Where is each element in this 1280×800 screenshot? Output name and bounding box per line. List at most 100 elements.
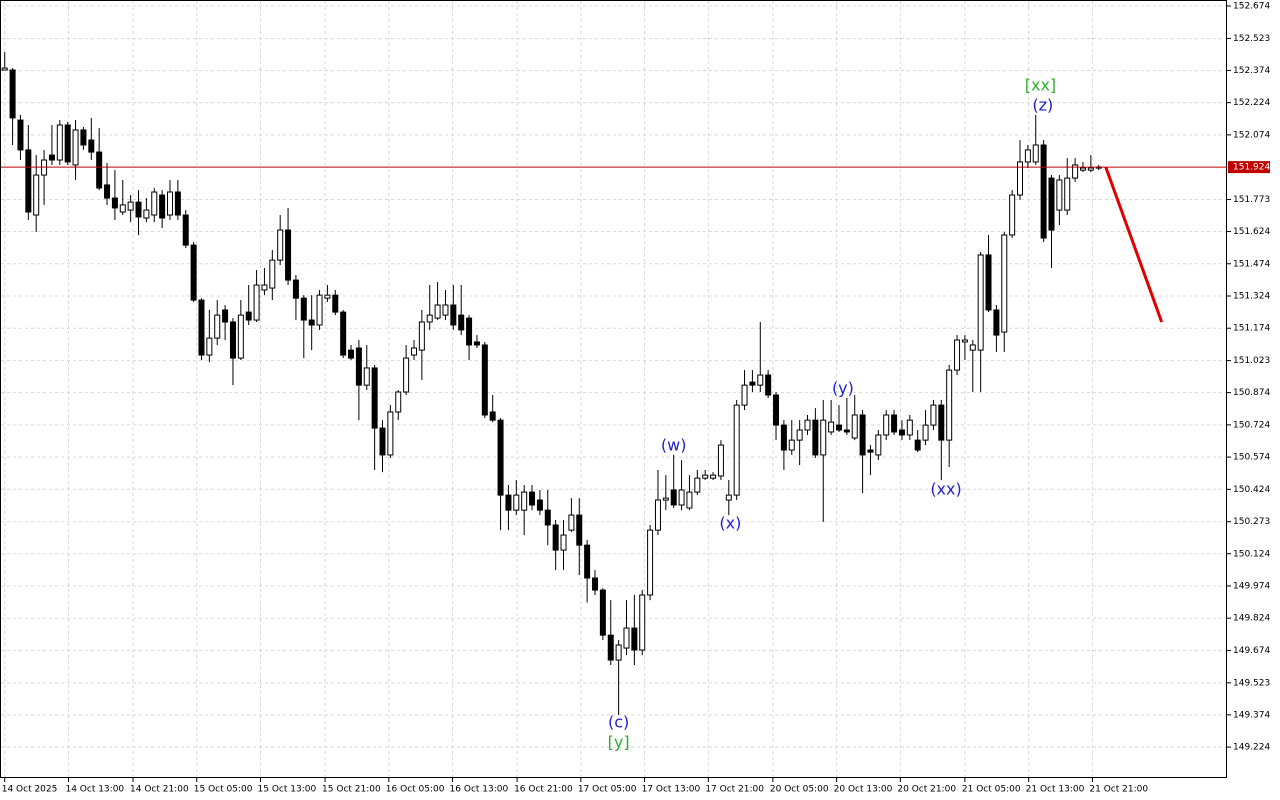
x-tick-label: 21 Oct 05:00	[962, 785, 1021, 795]
candle-body	[324, 294, 331, 299]
candle-body	[269, 259, 276, 289]
candle-body	[285, 229, 292, 281]
candle-body	[938, 404, 945, 441]
candle-body	[96, 151, 103, 189]
y-tick-label: 151.174	[1233, 324, 1270, 334]
candle-body	[804, 419, 811, 431]
candle-body	[237, 314, 244, 359]
candle-body	[639, 594, 646, 651]
x-tick-label: 17 Oct 13:00	[642, 785, 701, 795]
x-tick-label: 14 Oct 21:00	[130, 785, 189, 795]
candle-body	[875, 434, 882, 456]
x-tick-label: 16 Oct 05:00	[386, 785, 445, 795]
candle-body	[119, 204, 126, 213]
candle-body	[529, 491, 536, 506]
candle-body	[80, 129, 87, 146]
candle-body	[33, 174, 40, 216]
candle-body	[182, 214, 189, 246]
y-tick-label: 151.474	[1233, 259, 1270, 269]
candle-body	[127, 201, 134, 211]
candle-body	[497, 419, 504, 496]
candle-body	[111, 197, 118, 209]
x-tick-label: 17 Oct 05:00	[578, 785, 637, 795]
x-tick-label: 20 Oct 21:00	[897, 785, 956, 795]
candle-body	[867, 449, 874, 453]
y-tick-label: 152.374	[1233, 66, 1270, 76]
wave-label: [y]	[608, 732, 630, 751]
candle-body	[56, 124, 63, 161]
candle-body	[1079, 167, 1086, 171]
y-tick-label: 152.224	[1233, 98, 1270, 108]
candle-body	[710, 474, 717, 479]
candle-body	[253, 284, 260, 321]
candle-body	[104, 184, 111, 199]
candle-body	[961, 339, 968, 343]
x-tick-label: 16 Oct 21:00	[514, 785, 573, 795]
candle-body	[812, 419, 819, 456]
wave-label: (w)	[661, 436, 687, 455]
candle-body	[17, 119, 24, 151]
y-tick-label: 150.874	[1233, 388, 1270, 398]
candle-body	[159, 194, 166, 219]
candle-body	[946, 369, 953, 441]
candle-body	[340, 311, 347, 356]
candle-body	[757, 374, 764, 386]
candle-body	[954, 339, 961, 371]
candle-body	[568, 514, 575, 531]
y-tick-label: 152.523	[1233, 34, 1270, 44]
candle-body	[214, 314, 221, 339]
candle-body	[883, 414, 890, 436]
candle-body	[1072, 164, 1079, 179]
candle-body	[906, 419, 913, 436]
candle-body	[371, 367, 378, 429]
candle-body	[458, 314, 465, 331]
candle-body	[765, 374, 772, 396]
candle-body	[544, 509, 551, 526]
candle-body	[670, 489, 677, 506]
candle-body	[513, 494, 520, 511]
candle-body	[143, 209, 150, 219]
candle-body	[174, 191, 181, 216]
wave-label: (c)	[608, 713, 629, 732]
y-tick-label: 151.624	[1233, 227, 1270, 237]
candle-body	[277, 229, 284, 261]
forecast-line	[1104, 166, 1164, 323]
candle-body	[135, 201, 142, 218]
candle-body	[592, 577, 599, 591]
candle-body	[780, 424, 787, 451]
y-tick-label: 150.273	[1233, 517, 1270, 527]
y-tick-label: 151.324	[1233, 291, 1270, 301]
candle-body	[88, 139, 95, 153]
candle-body	[151, 191, 158, 216]
y-tick-label: 149.374	[1233, 710, 1270, 720]
candle-body	[843, 429, 850, 433]
candle-body	[977, 254, 984, 351]
candle-body	[773, 394, 780, 426]
candle-body	[198, 299, 205, 356]
candle-body	[560, 534, 567, 551]
candle-body	[694, 477, 701, 493]
candle-body	[348, 349, 355, 359]
candle-body	[749, 381, 756, 386]
wave-label: (x)	[719, 514, 741, 533]
y-tick-label: 149.824	[1233, 614, 1270, 624]
x-tick-label: 15 Oct 13:00	[258, 785, 317, 795]
candle-body	[355, 347, 362, 386]
candle-body	[993, 309, 1000, 336]
candle-body	[851, 414, 858, 439]
wave-label: (y)	[832, 379, 854, 398]
candle-body	[387, 411, 394, 456]
x-tick-label: 15 Oct 05:00	[194, 785, 253, 795]
candle-body	[25, 149, 32, 213]
current-price-label: 151.924	[1233, 163, 1270, 173]
candle-body	[647, 529, 654, 596]
candle-body	[1048, 177, 1055, 231]
candle-body	[292, 279, 299, 299]
candle-body	[969, 344, 976, 351]
candle-body	[576, 514, 583, 546]
candle-body	[607, 634, 614, 661]
candle-body	[72, 129, 79, 166]
candle-body	[623, 627, 630, 649]
candle-body	[403, 357, 410, 393]
x-tick-label: 17 Oct 21:00	[705, 785, 764, 795]
